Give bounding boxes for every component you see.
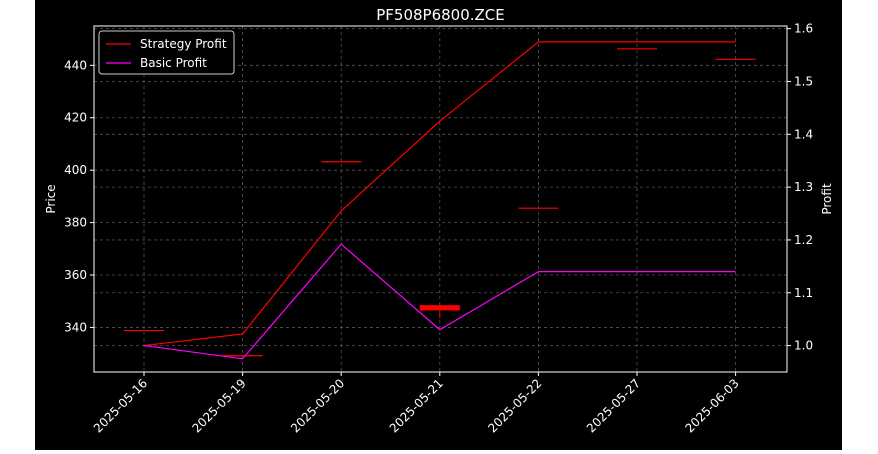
legend-label-basic: Basic Profit	[140, 56, 207, 70]
legend-box	[98, 30, 235, 75]
y-tick-label: 400	[64, 163, 87, 177]
y-tick-label: 380	[64, 216, 87, 230]
profit-lines	[143, 41, 736, 360]
y2-tick-label: 1.2	[794, 233, 813, 247]
y2-axis-label: Profit	[820, 183, 834, 215]
y-axis-label: Price	[44, 184, 58, 213]
candle	[419, 305, 460, 311]
y2-tick-label: 1.6	[794, 22, 813, 36]
y2-tick-label: 1.4	[794, 127, 813, 141]
y-tick-label: 440	[64, 58, 87, 72]
y2-tick-label: 1.1	[794, 286, 813, 300]
y2-tick-label: 1.3	[794, 180, 813, 194]
y-tick-label: 360	[64, 268, 87, 282]
plot-frame	[93, 25, 788, 373]
grid	[94, 26, 787, 372]
legend-label-strategy: Strategy Profit	[140, 37, 227, 51]
basic-profit-line	[143, 243, 736, 360]
y-tick-label: 420	[64, 111, 87, 125]
y2-tick-label: 1.0	[794, 339, 813, 353]
chart-title: PF508P6800.ZCE	[376, 6, 505, 24]
candles	[124, 48, 756, 357]
legend: Strategy Profit Basic Profit	[98, 30, 235, 75]
y-tick-label: 340	[64, 320, 87, 334]
y2-tick-label: 1.5	[794, 74, 813, 88]
strategy-profit-line	[143, 41, 736, 347]
chart-background	[35, 0, 842, 450]
